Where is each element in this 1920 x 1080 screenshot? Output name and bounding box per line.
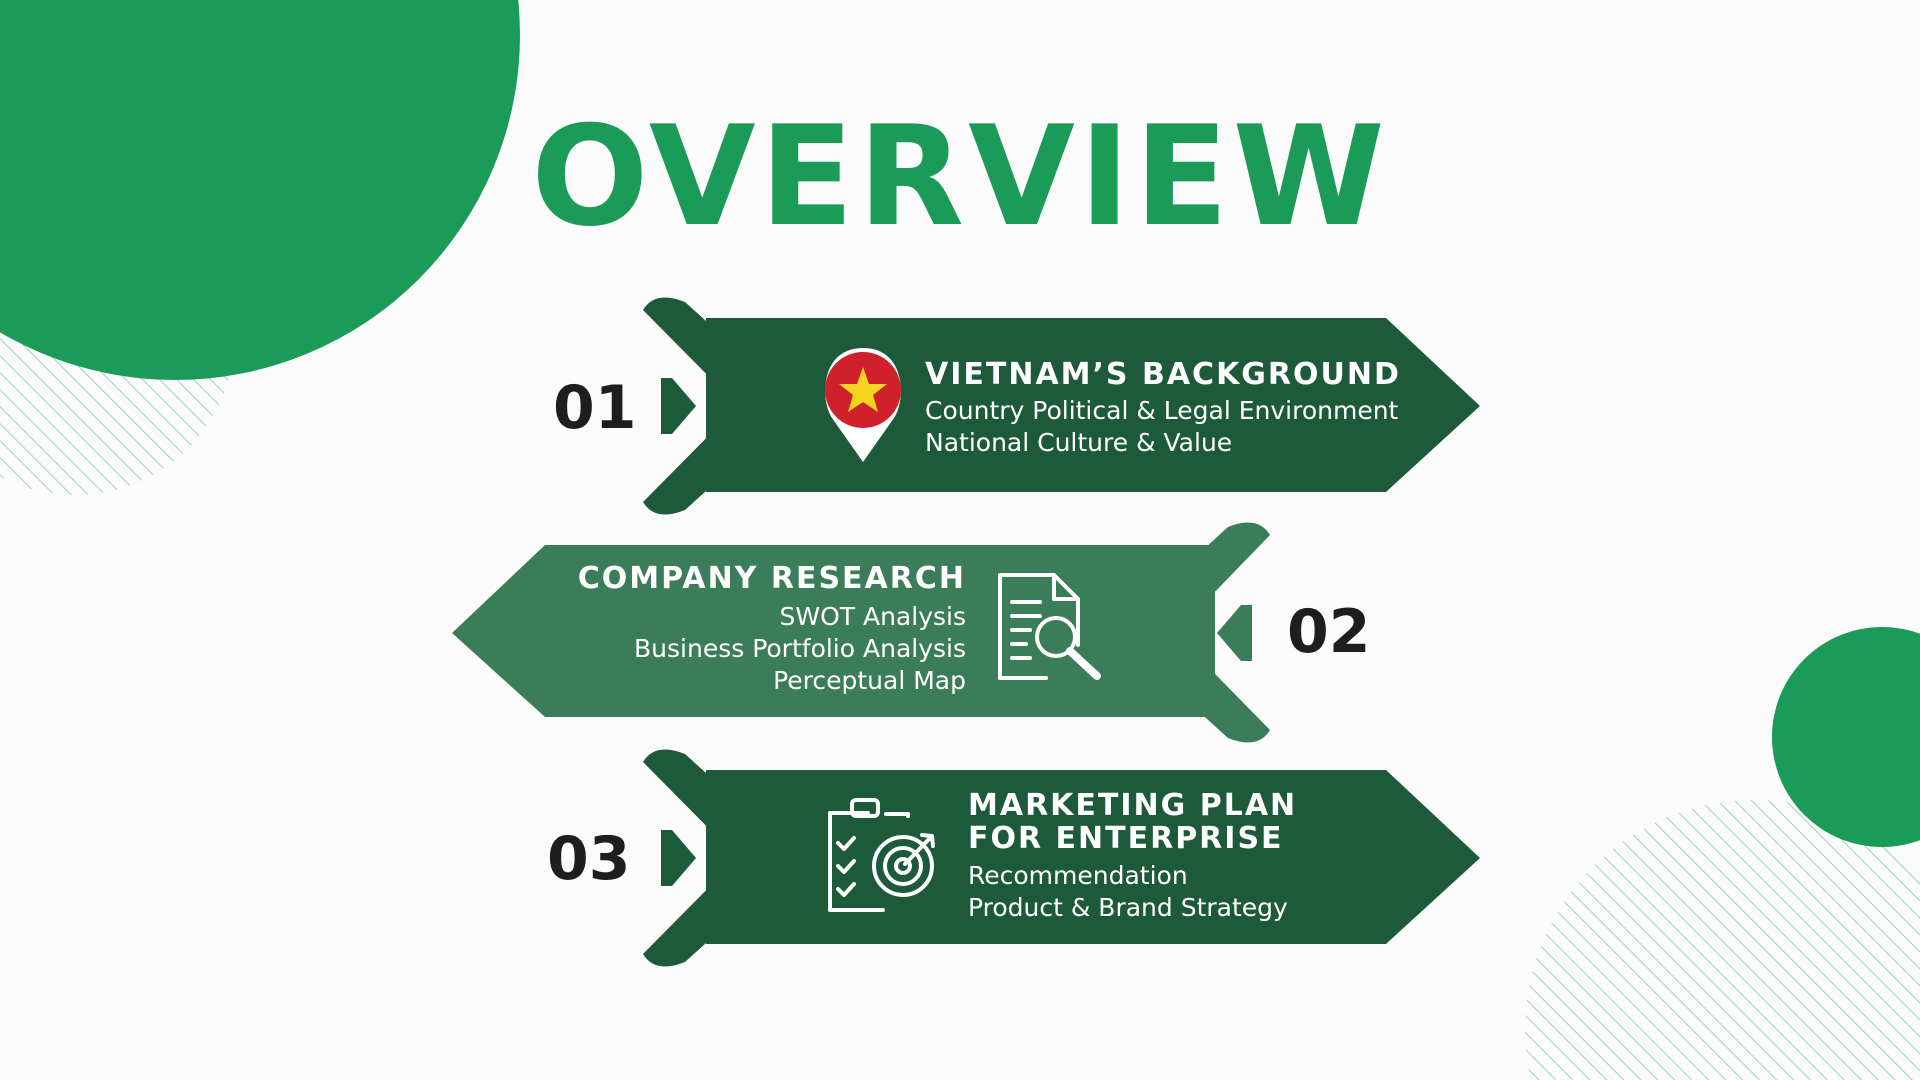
section-3-number: 03 bbox=[547, 824, 631, 894]
green-circle-top-left bbox=[0, 0, 520, 380]
section-1-line-1: Country Political & Legal Environment bbox=[925, 396, 1399, 425]
vietnam-flag-pin-icon bbox=[825, 348, 901, 462]
clipboard-target-icon bbox=[828, 798, 935, 912]
hatched-circle-bottom-right bbox=[1525, 800, 1920, 1080]
row-2-arrow-banner bbox=[452, 522, 1270, 743]
section-2-heading: COMPANY RESEARCH bbox=[577, 561, 966, 596]
section-1-heading: VIETNAM’S BACKGROUND bbox=[925, 357, 1401, 392]
section-3-line-1: Recommendation bbox=[968, 861, 1188, 890]
document-search-icon bbox=[998, 573, 1101, 680]
page-title: OVERVIEW bbox=[531, 96, 1389, 257]
section-3-heading-line-2: FOR ENTERPRISE bbox=[968, 821, 1284, 856]
section-1-number: 01 bbox=[553, 373, 637, 443]
row-3-arrow-banner bbox=[643, 749, 1480, 967]
section-3-heading-line-1: MARKETING PLAN bbox=[968, 788, 1298, 823]
green-circle-bottom-right bbox=[1772, 627, 1920, 847]
section-1-line-2: National Culture & Value bbox=[925, 428, 1233, 457]
section-2-line-3: Perceptual Map bbox=[773, 666, 966, 695]
section-2-line-1: SWOT Analysis bbox=[779, 602, 967, 631]
section-2-number: 02 bbox=[1287, 597, 1371, 667]
section-2-line-2: Business Portfolio Analysis bbox=[634, 634, 966, 663]
row-1-arrow-banner bbox=[643, 297, 1480, 515]
section-3-line-2: Product & Brand Strategy bbox=[968, 893, 1288, 922]
